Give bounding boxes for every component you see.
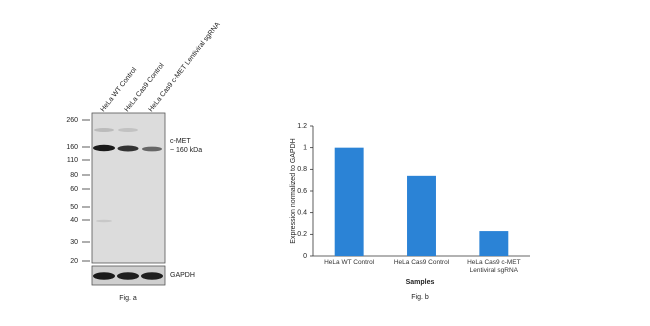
bar [479,231,509,256]
marker: 260 [66,117,78,124]
y-tick-label: 0.2 [297,231,307,238]
y-tick-label: 0.8 [297,166,307,173]
band [117,145,139,152]
marker: 40 [70,217,78,224]
band [94,128,114,132]
band [118,128,138,132]
marker: 80 [70,172,78,179]
target-label: c-MET [170,138,191,145]
blot: HeLa WT Control HeLa Cas9 Control HeLa C… [66,21,222,302]
band [96,219,112,223]
caption: Fig. b [411,294,429,301]
band [142,146,162,152]
marker: 30 [70,239,78,246]
band [93,272,115,280]
marker: 110 [67,157,78,164]
y-tick-label: 0 [303,253,307,260]
x-tick-label: HeLa WT Control [324,259,375,266]
x-tick-label: HeLa Cas9 Control [393,259,450,266]
bar [407,175,436,256]
marker: 20 [70,258,78,265]
x-tick-label: HeLa Cas9 c-MET Lentiviral sgRNA [467,259,521,274]
x-axis-title: Samples [406,279,435,286]
y-tick-label: 0.4 [297,210,307,217]
marker: 60 [70,186,78,193]
blot-membrane [91,112,166,264]
target-size: ~ 160 kDa [170,147,202,154]
band [141,272,163,280]
band [93,144,115,152]
y-tick-label: 1 [303,145,307,152]
loading-label: GAPDH [170,272,195,279]
marker: 160 [66,144,78,151]
y-tick-label: 0.6 [297,188,307,195]
caption: Fig. a [119,295,137,302]
bar [334,147,364,256]
band [117,272,139,280]
marker: 50 [70,204,78,211]
y-axis-title: Expression normalized to GAPDH [290,138,297,243]
y-tick-label: 1.2 [297,123,307,130]
